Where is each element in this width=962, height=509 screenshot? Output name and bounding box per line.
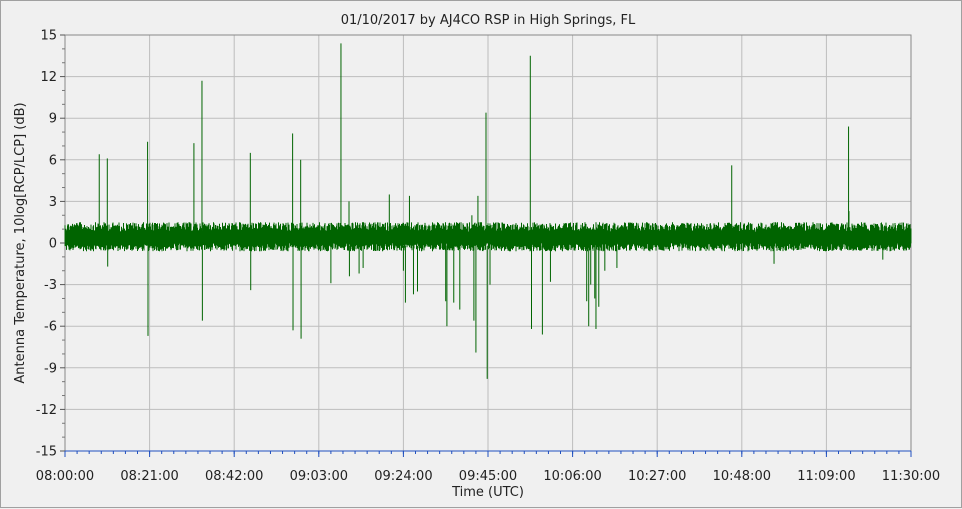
y-tick-label: 0 [49, 237, 57, 252]
y-tick-label: -15 [36, 445, 57, 460]
x-tick-label: 10:27:00 [628, 469, 686, 484]
y-tick-label: -6 [44, 320, 57, 335]
y-tick-label: -9 [44, 361, 57, 376]
spike-layer [98, 43, 884, 379]
y-tick-label: 3 [49, 195, 57, 210]
y-tick-label: 6 [49, 153, 57, 168]
x-tick-label: 10:48:00 [713, 469, 771, 484]
x-tick-label: 10:06:00 [543, 469, 601, 484]
x-axis-label: Time (UTC) [451, 485, 524, 500]
data-series-line [64, 222, 912, 252]
x-tick-label: 09:45:00 [459, 469, 517, 484]
x-tick-label: 09:24:00 [374, 469, 432, 484]
x-tick-label: 11:09:00 [797, 469, 855, 484]
y-tick-label: 12 [40, 70, 57, 85]
y-tick-label: 9 [49, 112, 57, 127]
x-tick-label: 08:00:00 [36, 469, 94, 484]
y-tick-label: 15 [40, 29, 57, 44]
axis-layer: 15 12 9 6 3 0 -3 -6 -9 -12 -15 08:00:00 08:21:00 08:4… [36, 29, 940, 485]
y-tick-label: -3 [44, 278, 57, 293]
x-tick-label: 09:03:00 [290, 469, 348, 484]
x-tick-label: 08:21:00 [120, 469, 178, 484]
x-tick-label: 11:30:00 [882, 469, 940, 484]
chart-title: 01/10/2017 by AJ4CO RSP in High Springs,… [341, 13, 636, 28]
y-tick-label: -12 [36, 403, 57, 418]
x-tick-label: 08:42:00 [205, 469, 263, 484]
y-axis-label: Antenna Temperature, 10log[RCP/LCP] (dB) [13, 102, 28, 383]
